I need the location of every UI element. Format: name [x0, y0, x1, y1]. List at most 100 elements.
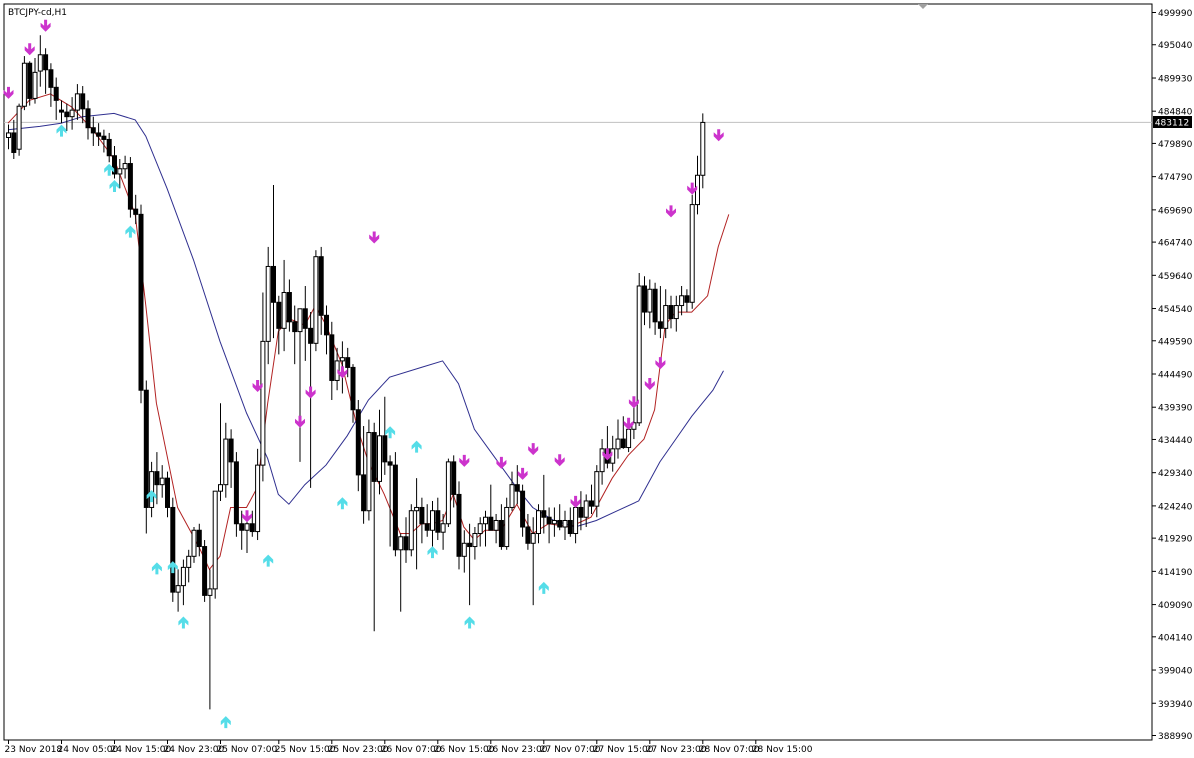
candle-body-bear — [96, 132, 102, 137]
candle-body-bear — [249, 523, 255, 533]
x-tick-label: 23 Nov 2018 — [5, 745, 63, 755]
candle — [32, 58, 38, 104]
candle-body-bull — [689, 204, 695, 303]
y-tick-label: 444490 — [1158, 371, 1193, 381]
y-tick-label: 479890 — [1158, 140, 1193, 150]
candle-body-bear — [106, 138, 112, 157]
candle-body-bull — [398, 536, 404, 551]
candle — [657, 286, 663, 339]
candle-body-bear — [652, 288, 658, 323]
candle — [350, 364, 356, 423]
candle-body-bear — [165, 477, 170, 508]
sell-arrow-icon — [24, 43, 35, 56]
candle-body-bear — [371, 432, 377, 482]
sell-arrow-icon — [369, 231, 380, 244]
candle — [477, 517, 483, 547]
candle — [599, 439, 605, 485]
candle-body-bull — [551, 519, 557, 525]
candle — [440, 513, 446, 550]
candle-body-bear — [43, 54, 49, 71]
candle-body-bear — [138, 213, 144, 391]
x-tick-label: 24 Nov 05:00 — [58, 745, 119, 755]
candle — [133, 194, 139, 225]
candle — [408, 504, 414, 557]
sell-arrow-icon — [242, 510, 252, 523]
candle — [445, 458, 451, 528]
candle-body-bull — [430, 510, 435, 531]
x-tick-label: 27 Nov 15:00 — [593, 745, 654, 755]
candle-body-bull — [265, 265, 271, 342]
candle — [249, 510, 255, 537]
candle — [435, 497, 441, 541]
candle-body-bear — [424, 523, 430, 531]
plot-area[interactable] — [3, 3, 1153, 741]
candle — [647, 279, 653, 329]
candle — [69, 97, 75, 130]
sell-arrow-icon — [517, 467, 528, 480]
candle-body-bull — [260, 340, 266, 466]
candle — [382, 396, 388, 475]
candle-body-bear — [520, 490, 526, 528]
candle-body-bear — [498, 519, 504, 548]
chart-shift-marker[interactable] — [918, 4, 928, 9]
candle — [16, 103, 22, 156]
candle-body-bull — [493, 519, 499, 531]
candle — [424, 504, 430, 537]
sell-arrow-icon — [554, 454, 565, 467]
y-tick-label: 439390 — [1158, 404, 1193, 414]
candle — [594, 465, 600, 518]
candle — [302, 286, 308, 361]
candle-body-bull — [679, 295, 685, 307]
y-tick-label: 449590 — [1158, 337, 1193, 347]
candle-body-bear — [620, 438, 626, 449]
candle-body-bull — [663, 305, 669, 329]
sell-arrow-icon — [713, 129, 724, 142]
candle — [228, 429, 234, 488]
candle — [620, 416, 626, 449]
candle — [313, 250, 319, 352]
candle-body-bear — [271, 265, 276, 303]
candle — [117, 158, 123, 189]
y-tick-label: 454540 — [1158, 305, 1193, 315]
x-tick-label: 26 Nov 15:00 — [434, 745, 495, 755]
candle-body-bear — [11, 132, 17, 153]
candle — [355, 399, 361, 492]
x-tick-label: 24 Nov 15:00 — [111, 745, 172, 755]
candle-body-bull — [191, 529, 197, 557]
candle-body-bull — [159, 477, 165, 486]
y-tick-label: 469690 — [1158, 206, 1193, 216]
candle-body-bear — [467, 542, 473, 548]
candle-body-bull — [673, 305, 679, 320]
candle — [27, 61, 33, 106]
candle — [663, 289, 669, 339]
candle — [297, 308, 303, 462]
candle — [48, 63, 54, 107]
candle — [101, 129, 107, 153]
candle-body-bear — [350, 366, 356, 411]
candle-body-bear — [345, 357, 351, 368]
symbol-title: BTCJPY-cd,H1 — [8, 8, 67, 18]
candle — [488, 484, 494, 531]
y-tick-label: 388990 — [1158, 732, 1193, 742]
candle-body-bull — [313, 256, 319, 344]
y-tick-label: 484840 — [1158, 108, 1193, 118]
candle-body-bear — [329, 334, 335, 381]
candle-body-bear — [127, 163, 133, 210]
y-tick-label: 419290 — [1158, 535, 1193, 545]
candle-body-bear — [53, 86, 59, 101]
candle-body-bear — [80, 93, 86, 110]
candle — [387, 455, 393, 547]
candle — [324, 305, 329, 355]
candle — [509, 471, 515, 511]
candle — [419, 497, 425, 544]
y-tick-label: 499990 — [1158, 9, 1193, 19]
candle-body-bear — [276, 301, 282, 329]
buy-arrow-icon — [146, 490, 157, 503]
sell-arrow-icon — [496, 456, 507, 469]
candle-body-bull — [504, 506, 510, 548]
candle — [456, 481, 462, 570]
candle — [96, 123, 102, 146]
candle-body-bull — [583, 500, 589, 518]
